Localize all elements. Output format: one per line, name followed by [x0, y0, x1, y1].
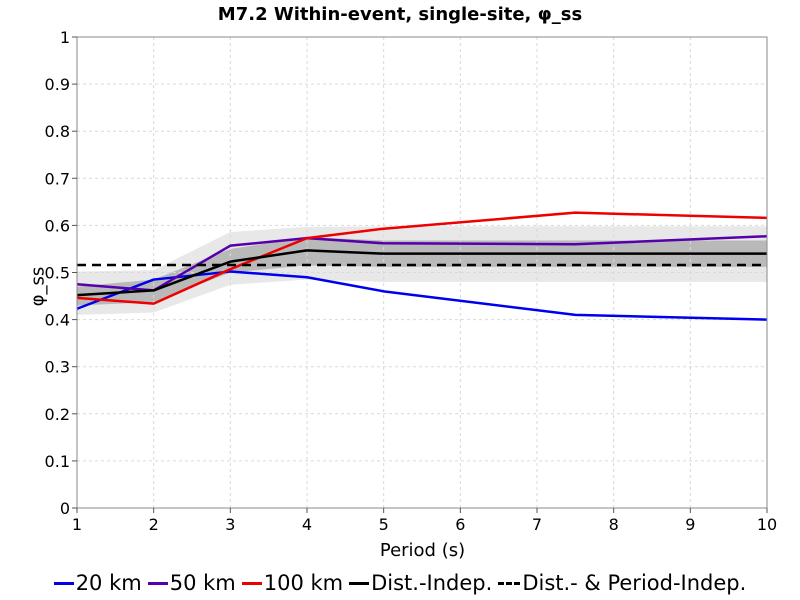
legend-label: 20 km [75, 571, 142, 595]
y-tick-label: 0.8 [45, 122, 70, 141]
x-tick-label: 3 [225, 515, 235, 534]
y-tick-label: 0.2 [45, 405, 70, 424]
y-tick-label: 0.9 [45, 75, 70, 94]
legend-swatch [147, 581, 168, 585]
series-line-20-km [76, 270, 768, 321]
legend-entry: 50 km [147, 571, 236, 595]
legend-swatch [241, 581, 262, 585]
legend-label: Dist.- & Period-Indep. [522, 571, 747, 595]
x-tick-label: 5 [379, 515, 389, 534]
x-tick-label: 7 [532, 515, 542, 534]
legend: 20 km 50 km 100 km Dist.-Indep. Dist.- & Per… [0, 568, 800, 598]
legend-label: 100 km [263, 571, 344, 595]
legend-label: 50 km [169, 571, 236, 595]
legend-swatch [53, 581, 74, 585]
x-tick-label: 6 [455, 515, 465, 534]
y-tick-label: 0.3 [45, 358, 70, 377]
series-line-dist-indep- [76, 249, 767, 297]
y-tick-label: 0.1 [45, 452, 70, 471]
x-tick-label: 4 [302, 515, 312, 534]
y-tick-label: 0.5 [45, 264, 70, 283]
y-tick-label: 0.7 [45, 169, 70, 188]
x-tick-label: 9 [685, 515, 695, 534]
legend-entry: Dist.-Indep. [349, 571, 492, 595]
chart-title: M7.2 Within-event, single-site, φ_ss [217, 4, 583, 25]
legend-entry: Dist.- & Period-Indep. [498, 571, 746, 595]
legend-label: Dist.-Indep. [371, 571, 493, 595]
y-tick-label: 0.6 [45, 216, 70, 235]
legend-swatch [349, 581, 370, 585]
x-tick-label: 10 [757, 515, 777, 534]
y-tick-label: 0 [60, 499, 70, 518]
legend-entry: 20 km [53, 571, 142, 595]
legend-swatch [498, 581, 521, 585]
series-lines [76, 211, 768, 321]
x-axis-label: Period (s) [379, 540, 466, 561]
x-tick-label: 1 [72, 515, 82, 534]
axis-ticks: 1 2 3 4 5 6 7 8 9 10 0 0.1 0.2 0.3 0.4 0.5 0.6 0.7 0.8 0.9 1 [45, 28, 778, 534]
series-line-100-km [76, 211, 768, 305]
y-tick-label: 1 [60, 28, 70, 47]
y-axis-label: φ_ss [27, 266, 49, 307]
x-tick-label: 2 [149, 515, 159, 534]
x-tick-label: 8 [609, 515, 619, 534]
y-tick-label: 0.4 [45, 311, 70, 330]
legend-entry: 100 km [241, 571, 344, 595]
